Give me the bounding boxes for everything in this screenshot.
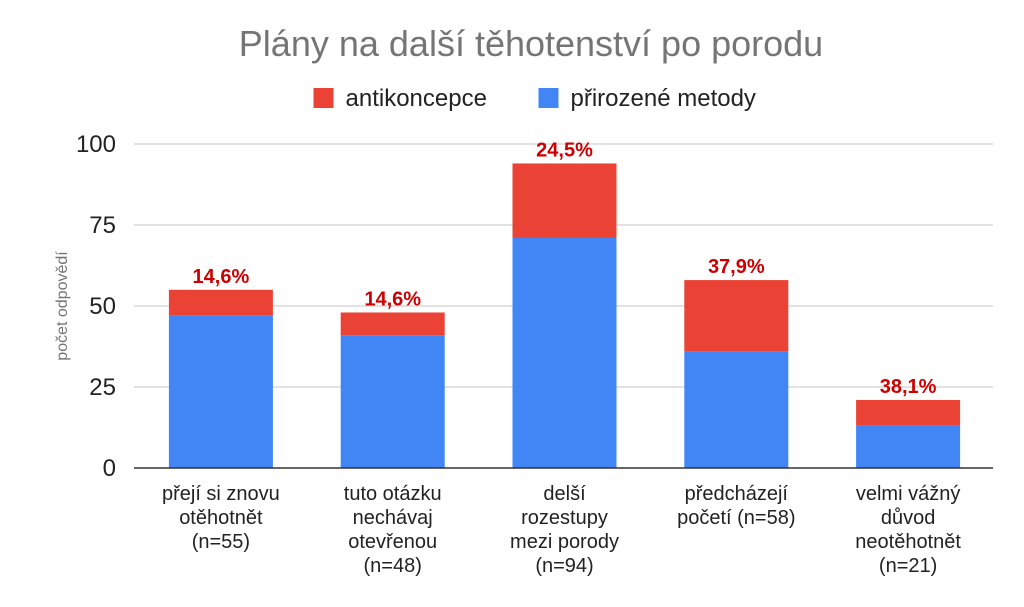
y-tick-label: 0 <box>103 455 116 482</box>
chart-title: Plány na další těhotenství po porodu <box>239 23 823 64</box>
x-tick-label: přejí si znovu otěhotnět (n=55) <box>162 483 280 553</box>
x-tick-label-line: velmi vážný <box>856 483 960 505</box>
x-tick-label-line: mezi porody <box>510 531 619 553</box>
bar-contraception-2 <box>512 163 617 238</box>
data-label: 14,6% <box>364 288 421 310</box>
x-tick-label-line: otevřenou <box>348 531 437 553</box>
x-tick-label: tuto otázku nechávaj otevřenou (n=48) <box>344 483 442 577</box>
bar-contraception-0 <box>168 289 273 316</box>
bar-contraception-3 <box>684 280 789 352</box>
bars <box>168 163 961 468</box>
data-label: 24,5% <box>536 139 593 161</box>
bar-contraception-4 <box>856 399 961 426</box>
legend: antikoncepce přirozené metody <box>313 85 756 112</box>
x-tick-label: delší rozestupy mezi porody (n=94) <box>510 483 619 577</box>
x-axis-ticks: přejí si znovu otěhotnět (n=55) tuto otázku… <box>162 483 961 577</box>
x-tick-label-line: důvod <box>881 507 936 529</box>
x-tick-label-line: (n=55) <box>192 531 250 553</box>
x-tick-label-line: delší <box>543 483 586 505</box>
x-tick-label-line: nechávaj <box>353 507 433 529</box>
y-tick-label: 50 <box>89 293 116 320</box>
x-tick-label-line: neotěhotnět <box>855 531 961 553</box>
bar-natural-methods-4 <box>856 425 961 468</box>
x-tick-label-line: (n=21) <box>879 555 937 577</box>
bar-natural-methods-0 <box>168 315 273 468</box>
x-tick-label-line: rozestupy <box>521 507 608 529</box>
x-tick-label-line: početí (n=58) <box>677 507 795 529</box>
y-tick-label: 25 <box>89 374 116 401</box>
x-tick-label-line: (n=94) <box>535 555 593 577</box>
y-tick-label: 100 <box>76 131 116 158</box>
x-tick-label-line: přejí si znovu <box>162 483 280 505</box>
data-labels: 14,6% 14,6% 24,5% 37,9% 38,1% <box>193 139 937 398</box>
x-tick-label: předcházejí početí (n=58) <box>677 483 795 529</box>
data-label: 38,1% <box>880 376 937 398</box>
y-tick-label: 75 <box>89 212 116 239</box>
legend-label: přirozené metody <box>571 85 756 112</box>
x-tick-label-line: předcházejí <box>685 483 789 505</box>
legend-label: antikoncepce <box>346 85 487 112</box>
legend-swatch-contraception <box>313 88 334 108</box>
x-tick-label-line: otěhotnět <box>179 507 263 529</box>
bar-natural-methods-1 <box>340 335 445 468</box>
y-axis-ticks: 0 25 50 75 100 <box>76 131 116 482</box>
bar-contraception-1 <box>340 312 445 336</box>
data-label: 14,6% <box>193 266 250 288</box>
x-tick-label-line: tuto otázku <box>344 483 442 505</box>
bar-natural-methods-3 <box>684 351 789 468</box>
data-label: 37,9% <box>708 256 765 278</box>
x-tick-label: velmi vážný důvod neotěhotnět (n=21) <box>855 483 961 577</box>
bar-natural-methods-2 <box>512 237 617 468</box>
legend-swatch-natural-methods <box>538 88 559 108</box>
x-tick-label-line: (n=48) <box>364 555 422 577</box>
y-axis-label: počet odpovědí <box>54 251 71 361</box>
